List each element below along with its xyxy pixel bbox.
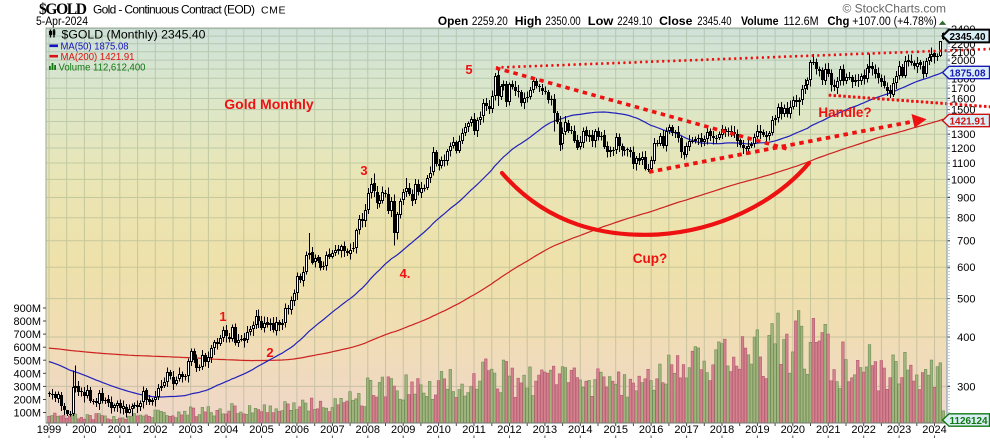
svg-text:300: 300 bbox=[957, 381, 975, 393]
svg-text:2002: 2002 bbox=[143, 424, 167, 436]
svg-text:Gold - Continuous Contract (EO: Gold - Continuous Contract (EOD) bbox=[93, 3, 255, 17]
svg-text:1421.91: 1421.91 bbox=[950, 115, 986, 127]
svg-text:2345.40: 2345.40 bbox=[697, 16, 731, 28]
svg-text:+107.00 (+4.78%): +107.00 (+4.78%) bbox=[852, 16, 937, 28]
svg-text:5: 5 bbox=[465, 62, 472, 77]
svg-text:500M: 500M bbox=[13, 355, 41, 367]
svg-text:2259.20: 2259.20 bbox=[472, 16, 508, 28]
svg-text:300M: 300M bbox=[13, 381, 41, 393]
svg-text:5-Apr-2024: 5-Apr-2024 bbox=[36, 16, 89, 28]
svg-text:2350.00: 2350.00 bbox=[545, 16, 580, 28]
svg-text:Open: Open bbox=[438, 16, 468, 28]
svg-text:2004: 2004 bbox=[214, 424, 238, 436]
svg-text:© StockCharts.com: © StockCharts.com bbox=[842, 2, 946, 16]
svg-text:3: 3 bbox=[360, 163, 367, 178]
svg-text:Chg: Chg bbox=[827, 16, 849, 28]
svg-text:2000: 2000 bbox=[72, 424, 96, 436]
svg-text:High: High bbox=[515, 16, 542, 28]
svg-text:700M: 700M bbox=[13, 329, 41, 341]
svg-text:Handle?: Handle? bbox=[818, 105, 871, 120]
svg-text:MA(200) 1421.91: MA(200) 1421.91 bbox=[61, 52, 135, 63]
svg-text:Gold Monthly: Gold Monthly bbox=[224, 96, 314, 112]
svg-text:900M: 900M bbox=[13, 303, 41, 315]
svg-text:2011: 2011 bbox=[462, 424, 486, 436]
svg-text:2000: 2000 bbox=[951, 55, 975, 67]
svg-text:800M: 800M bbox=[13, 316, 41, 328]
svg-text:CME: CME bbox=[261, 5, 286, 17]
svg-text:$GOLD (Monthly) 2345.40: $GOLD (Monthly) 2345.40 bbox=[62, 27, 206, 41]
svg-text:2: 2 bbox=[266, 345, 273, 360]
svg-text:2013: 2013 bbox=[533, 424, 557, 436]
svg-text:2100: 2100 bbox=[951, 47, 975, 59]
svg-text:1100: 1100 bbox=[952, 158, 976, 170]
svg-text:2017: 2017 bbox=[674, 424, 698, 436]
svg-text:500: 500 bbox=[957, 294, 975, 306]
svg-text:Close: Close bbox=[659, 16, 692, 28]
svg-text:2003: 2003 bbox=[178, 424, 202, 436]
svg-text:1000: 1000 bbox=[951, 174, 975, 186]
svg-text:2016: 2016 bbox=[639, 424, 663, 436]
svg-text:800: 800 bbox=[957, 213, 975, 225]
svg-text:112.6M: 112.6M bbox=[784, 16, 819, 28]
svg-text:2024: 2024 bbox=[922, 424, 946, 436]
svg-text:1200: 1200 bbox=[951, 143, 975, 155]
svg-text:2001: 2001 bbox=[108, 424, 132, 436]
svg-text:Volume: Volume bbox=[741, 16, 779, 28]
svg-text:2018: 2018 bbox=[710, 424, 734, 436]
svg-text:1875.08: 1875.08 bbox=[950, 67, 986, 79]
svg-text:1126124: 1126124 bbox=[950, 415, 988, 427]
svg-text:400: 400 bbox=[957, 332, 975, 344]
svg-text:2022: 2022 bbox=[851, 424, 875, 436]
svg-text:Low: Low bbox=[588, 16, 614, 28]
svg-text:1: 1 bbox=[219, 309, 226, 324]
svg-text:900: 900 bbox=[957, 192, 975, 204]
svg-text:MA(50) 1875.08: MA(50) 1875.08 bbox=[61, 42, 129, 53]
svg-text:2009: 2009 bbox=[391, 424, 415, 436]
svg-text:1300: 1300 bbox=[951, 129, 975, 141]
svg-text:100M: 100M bbox=[13, 408, 41, 420]
svg-text:2010: 2010 bbox=[426, 424, 450, 436]
svg-text:Volume 112,612,400: Volume 112,612,400 bbox=[59, 63, 146, 74]
svg-text:1700: 1700 bbox=[951, 83, 975, 95]
svg-text:2007: 2007 bbox=[320, 424, 344, 436]
svg-text:1999: 1999 bbox=[37, 424, 61, 436]
svg-text:$GOLD: $GOLD bbox=[39, 1, 87, 18]
svg-text:Cup?: Cup? bbox=[633, 251, 668, 266]
svg-text:2014: 2014 bbox=[568, 424, 592, 436]
svg-text:2012: 2012 bbox=[497, 424, 521, 436]
svg-text:2006: 2006 bbox=[285, 424, 309, 436]
svg-text:2020: 2020 bbox=[781, 424, 805, 436]
svg-text:4.: 4. bbox=[400, 266, 411, 281]
svg-text:2008: 2008 bbox=[356, 424, 380, 436]
svg-text:2249.10: 2249.10 bbox=[617, 16, 652, 28]
svg-text:700: 700 bbox=[957, 236, 975, 248]
svg-text:2019: 2019 bbox=[745, 424, 769, 436]
svg-text:2345.40: 2345.40 bbox=[950, 31, 986, 43]
svg-text:2021: 2021 bbox=[816, 424, 840, 436]
svg-text:2005: 2005 bbox=[249, 424, 273, 436]
svg-text:600M: 600M bbox=[13, 342, 41, 354]
svg-text:2023: 2023 bbox=[887, 424, 911, 436]
svg-text:2015: 2015 bbox=[603, 424, 627, 436]
svg-text:600: 600 bbox=[957, 262, 975, 274]
svg-text:200M: 200M bbox=[13, 394, 41, 406]
svg-text:1600: 1600 bbox=[951, 94, 975, 106]
svg-text:400M: 400M bbox=[13, 368, 41, 380]
